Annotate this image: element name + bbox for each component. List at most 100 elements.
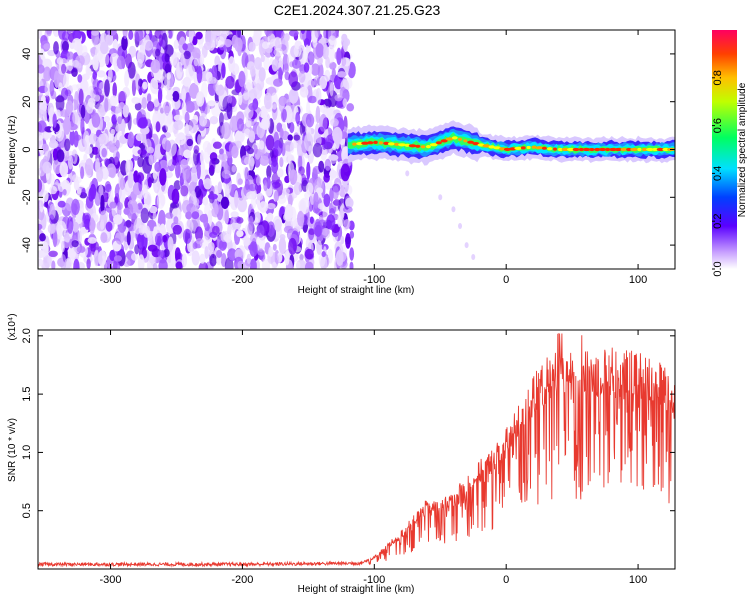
noise-speckle: [227, 248, 237, 262]
noise-speckle: [131, 252, 139, 261]
noise-speckle: [146, 101, 155, 112]
signal-core: [482, 144, 491, 148]
noise-speckle: [153, 97, 160, 108]
noise-speckle: [148, 154, 154, 166]
signal-core: [514, 146, 522, 150]
noise-speckle: [88, 133, 97, 145]
noise-speckle: [273, 78, 283, 87]
noise-speckle: [107, 30, 117, 36]
x-tick-label: 100: [629, 574, 647, 586]
noise-speckle: [164, 140, 171, 153]
signal-core: [637, 147, 642, 152]
noise-speckle: [191, 250, 200, 266]
noise-speckle: [71, 84, 80, 91]
noise-speckle: [236, 118, 245, 132]
noise-speckle: [231, 34, 238, 48]
noise-speckle: [48, 139, 59, 149]
noise-speckle: [64, 138, 71, 152]
top-x-axis-label: Height of straight line (km): [298, 285, 415, 296]
colorbar-tick-label: 0.0: [712, 261, 724, 276]
noise-speckle: [284, 175, 290, 184]
noise-speckle: [191, 211, 200, 220]
noise-speckle: [165, 212, 174, 219]
noise-speckle: [253, 83, 263, 100]
signal-core: [493, 146, 501, 150]
noise-speckle: [182, 43, 188, 51]
noise-speckle: [90, 30, 100, 36]
signal-core: [594, 147, 601, 152]
noise-speckle: [116, 55, 126, 70]
noise-speckle: [258, 140, 265, 150]
noise-speckle: [315, 105, 321, 124]
noise-speckle: [301, 206, 310, 214]
noise-speckle: [92, 71, 97, 80]
noise-speckle: [271, 59, 279, 72]
noise-speckle: [313, 76, 320, 87]
noise-speckle: [181, 88, 187, 103]
noise-speckle: [127, 171, 134, 189]
noise-speckle: [43, 255, 52, 268]
noise-speckle: [274, 218, 282, 232]
noise-speckle: [227, 223, 232, 237]
noise-speckle: [87, 97, 96, 108]
noise-speckle: [324, 158, 331, 171]
noise-speckle: [293, 134, 301, 141]
noise-speckle: [112, 82, 117, 98]
noise-speckle: [195, 31, 203, 40]
noise-speckle: [345, 236, 352, 245]
noise-speckle: [93, 249, 100, 267]
noise-speckle: [49, 214, 55, 225]
noise-speckle: [283, 225, 294, 234]
noise-speckle: [225, 75, 235, 89]
noise-speckle: [98, 133, 107, 145]
signal-core: [614, 147, 622, 152]
signal-core: [383, 141, 390, 145]
noise-speckle: [266, 203, 276, 210]
noise-speckle: [109, 249, 116, 262]
signal-core: [352, 142, 357, 146]
signal-core: [361, 141, 369, 145]
noise-speckle: [312, 35, 318, 48]
noise-speckle: [96, 70, 106, 78]
spectrogram-plot: [38, 30, 675, 269]
noise-speckle: [220, 30, 229, 35]
x-tick-label: -300: [100, 574, 122, 586]
noise-speckle: [306, 30, 312, 46]
signal-core: [531, 145, 537, 149]
noise-speckle: [317, 203, 324, 210]
noise-speckle: [255, 234, 266, 252]
noise-speckle: [175, 261, 183, 269]
noise-speckle: [137, 156, 144, 168]
noise-speckle: [244, 167, 249, 182]
y-multiplier-label: (x10⁴): [7, 313, 18, 340]
noise-speckle: [237, 178, 243, 185]
noise-speckle: [183, 149, 192, 159]
noise-speckle: [223, 39, 233, 48]
noise-speckle: [67, 155, 74, 170]
noise-speckle: [244, 178, 250, 191]
noise-speckle: [238, 91, 243, 106]
signal-core: [609, 147, 617, 152]
noise-speckle: [113, 255, 122, 262]
x-tick-label: 0: [503, 574, 509, 586]
noise-speckle: [61, 40, 69, 52]
noise-speckle: [66, 51, 74, 60]
noise-speckle: [256, 192, 264, 201]
noise-speckle: [118, 185, 126, 204]
noise-speckle: [72, 111, 79, 125]
noise-speckle: [219, 112, 224, 127]
noise-speckle: [183, 125, 194, 137]
noise-speckle: [289, 122, 295, 134]
noise-speckle: [231, 145, 239, 159]
noise-speckle: [173, 180, 182, 191]
noise-speckle: [190, 190, 197, 202]
noise-speckle: [99, 210, 109, 223]
noise-speckle: [291, 59, 301, 69]
noise-speckle: [279, 234, 286, 240]
noise-speckle: [283, 63, 289, 74]
noise-speckle: [115, 151, 120, 160]
noise-speckle: [260, 111, 266, 119]
colorbar-tick-label: 0.4: [712, 166, 724, 181]
noise-speckle: [159, 168, 167, 186]
noise-speckle: [203, 213, 209, 228]
